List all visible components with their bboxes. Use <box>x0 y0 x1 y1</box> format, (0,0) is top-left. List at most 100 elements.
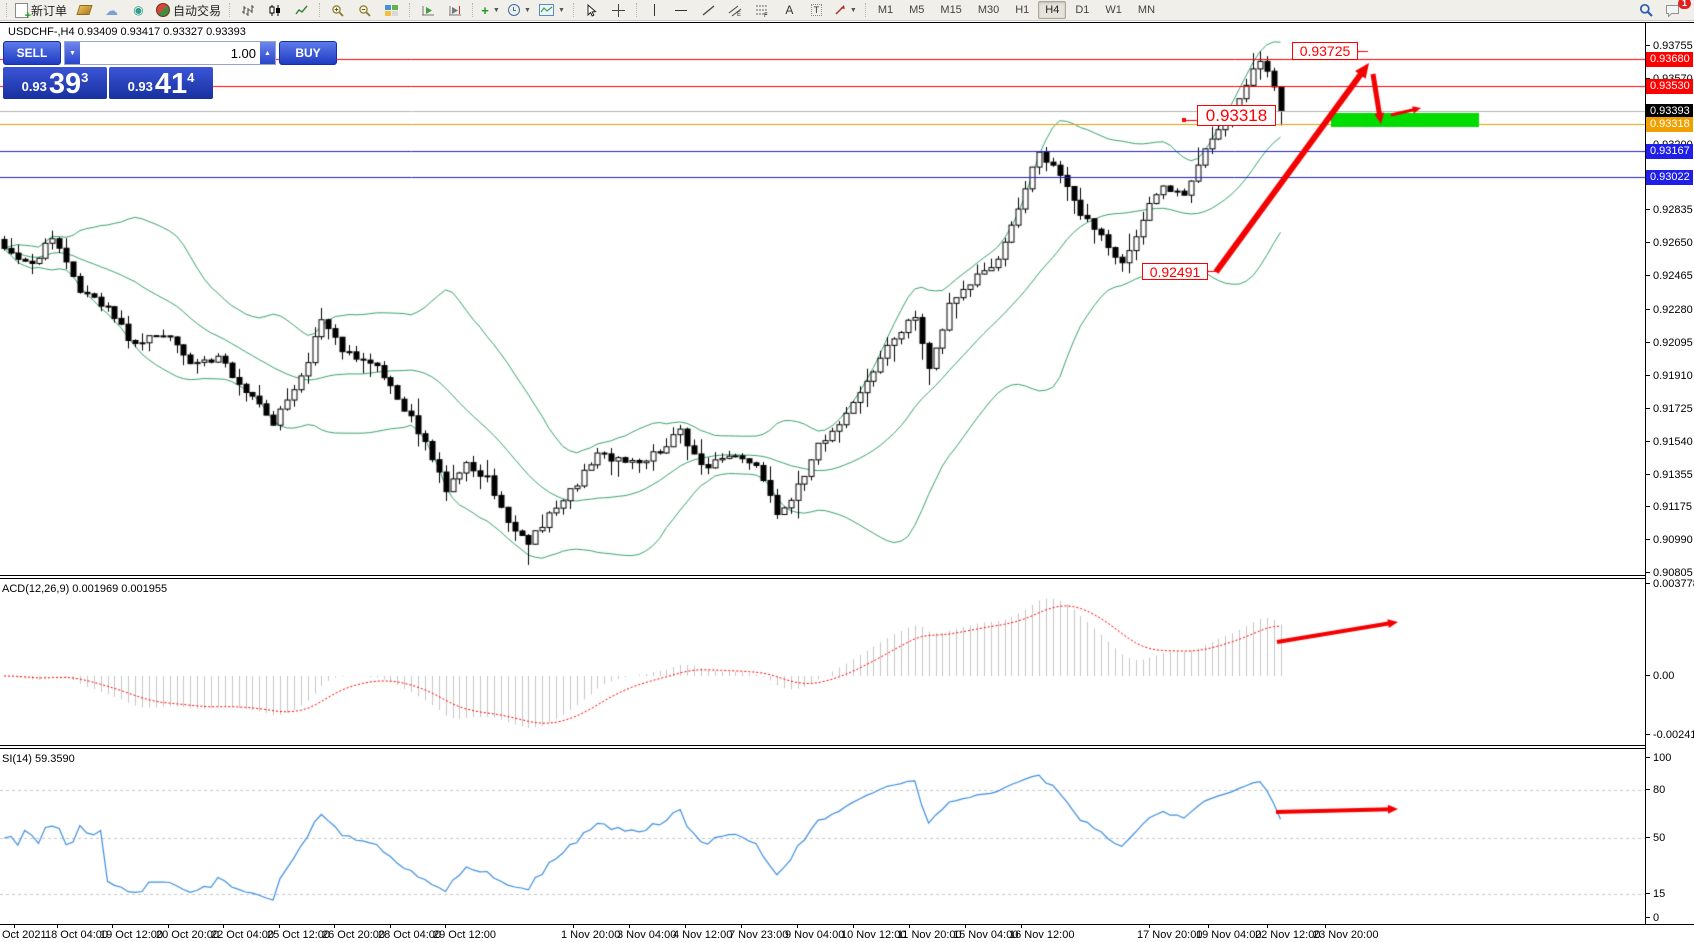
vertical-line-tool-button[interactable] <box>641 1 668 20</box>
pane-separator[interactable] <box>0 745 1645 749</box>
indicator-axis-tick: -0.002419 <box>1646 729 1694 741</box>
time-axis-label: 19 Nov 04:00 <box>1196 929 1262 941</box>
price-axis-tick: 0.92280 <box>1646 304 1693 316</box>
styles-button[interactable] <box>71 1 98 20</box>
time-axis-tick <box>334 925 335 928</box>
line-chart-button[interactable] <box>288 1 315 20</box>
autotrade-label: 自动交易 <box>173 3 222 18</box>
timeframe-H4[interactable]: H4 <box>1038 1 1067 19</box>
notification-count-badge: 1 <box>1678 0 1691 9</box>
notifications-button[interactable]: 1 <box>1659 0 1691 20</box>
crosshair-tool-button[interactable] <box>605 1 632 20</box>
template-button[interactable]: ▼ <box>535 1 569 20</box>
signals-button[interactable]: ◉ <box>125 1 152 20</box>
time-axis-label: 29 Oct 12:00 <box>433 929 496 941</box>
buy-button[interactable]: BUY <box>279 41 337 65</box>
sell-price-display[interactable]: 0.93 39 3 <box>3 67 107 99</box>
time-axis-tick <box>965 925 966 928</box>
cursor-icon <box>587 3 598 17</box>
timeframe-W1[interactable]: W1 <box>1105 4 1122 16</box>
horizontal-line-tool-button[interactable] <box>668 1 695 20</box>
tile-windows-button[interactable] <box>378 1 405 20</box>
trendline-tool-button[interactable] <box>695 1 722 20</box>
horizontal-line-icon <box>675 9 688 11</box>
rsi-pane-canvas[interactable] <box>0 749 1646 924</box>
text-label-tool-button[interactable]: T <box>803 1 830 20</box>
autotrade-button[interactable]: 自动交易 <box>152 1 225 20</box>
timeframe-H1[interactable]: H1 <box>1015 4 1030 16</box>
time-axis-label: 10 Nov 12:00 <box>841 929 907 941</box>
macd-pane-canvas[interactable] <box>0 579 1646 745</box>
time-axis-label: 16 Nov 12:00 <box>1009 929 1075 941</box>
timeframe-MN[interactable]: MN <box>1137 4 1156 16</box>
candlestick-chart-button[interactable] <box>261 1 288 20</box>
time-axis-tick <box>14 925 15 928</box>
chevron-down-icon: ▼ <box>492 6 500 14</box>
auto-scroll-button[interactable] <box>414 1 441 20</box>
volume-input[interactable] <box>80 42 260 64</box>
time-axis-label: 1 Nov 20:00 <box>561 929 621 941</box>
search-button[interactable] <box>1632 1 1659 20</box>
price-axis-tick: 0.91540 <box>1646 436 1693 448</box>
price-chart-canvas[interactable] <box>0 23 1646 575</box>
main-toolbar: 新订单 ☁ ◉ 自动交易 +▼ ▼ ▼ <box>0 0 1694 22</box>
sell-button[interactable]: SELL <box>3 41 61 65</box>
tile-windows-icon <box>385 4 399 16</box>
time-axis-tick <box>1267 925 1268 928</box>
bar-chart-button[interactable] <box>234 1 261 20</box>
price-axis-tick: 0.90805 <box>1646 567 1693 579</box>
cursor-tool-button[interactable] <box>578 1 605 20</box>
price-annotation[interactable]: 0.93725 <box>1292 42 1358 60</box>
price-axis-tick: 0.91910 <box>1646 370 1693 382</box>
fibonacci-tool-button[interactable]: F <box>749 1 776 20</box>
period-button[interactable]: ▼ <box>504 1 535 20</box>
chart-window-border <box>0 22 1694 23</box>
add-indicator-button[interactable]: + ▼ <box>477 1 504 20</box>
svg-text:F: F <box>764 13 768 17</box>
timeframe-M1[interactable]: M1 <box>877 4 894 16</box>
time-axis-label: 25 Oct 12:00 <box>267 929 330 941</box>
spin-up-icon: ▲ <box>264 49 271 57</box>
toolbar-separator <box>409 3 411 17</box>
new-order-button[interactable]: 新订单 <box>11 1 71 22</box>
sell-price-pipette: 3 <box>81 70 89 85</box>
time-axis-tick <box>573 925 574 928</box>
clock-icon <box>508 4 521 16</box>
price-annotation[interactable]: 0.92491 <box>1142 263 1208 280</box>
time-axis-tick <box>279 925 280 928</box>
time-axis[interactable]: Oct 2021 18 Oct 04:00 19 Oct 12:00 20 Oct 2… <box>0 925 1694 942</box>
chart-shift-button[interactable] <box>441 1 468 20</box>
timeframe-D1[interactable]: D1 <box>1075 4 1090 16</box>
zoom-in-button[interactable] <box>324 1 351 20</box>
new-order-icon <box>15 2 31 22</box>
spin-down-icon: ▼ <box>69 49 76 57</box>
arrows-tool-button[interactable]: ▼ <box>830 1 861 20</box>
market-watch-button[interactable]: ☁ <box>98 1 125 20</box>
price-annotation[interactable]: 0.93318 <box>1197 105 1276 126</box>
timeframe-M15[interactable]: M15 <box>940 4 962 16</box>
price-line-badge: 0.93022 <box>1646 169 1693 185</box>
zoom-out-button[interactable] <box>351 1 378 20</box>
timeframe-M30[interactable]: M30 <box>977 4 1000 16</box>
price-axis-tick: 0.92835 <box>1646 204 1693 216</box>
time-axis-tick <box>909 925 910 928</box>
toolbar-separator <box>229 3 231 17</box>
volume-increase-button[interactable]: ▲ <box>260 42 275 64</box>
time-axis-tick <box>797 925 798 928</box>
text-tool-button[interactable]: A <box>776 1 803 20</box>
timeframe-M5[interactable]: M5 <box>909 4 925 16</box>
chart-shift-icon <box>448 5 461 15</box>
price-axis-tick: 0.91175 <box>1646 501 1692 513</box>
price-axis-tick: 0.90990 <box>1646 534 1693 546</box>
channel-tool-button[interactable]: E <box>722 1 749 20</box>
volume-decrease-button[interactable]: ▼ <box>65 42 80 64</box>
toolbar-separator <box>635 3 637 17</box>
time-axis-label: 18 Oct 04:00 <box>45 929 108 941</box>
pane-separator[interactable] <box>0 575 1645 579</box>
time-axis-tick <box>1149 925 1150 928</box>
bar-chart-icon <box>242 4 255 16</box>
sell-price-big: 39 <box>48 68 82 100</box>
buy-price-display[interactable]: 0.93 41 4 <box>109 67 213 99</box>
time-axis-label: 23 Nov 20:00 <box>1313 929 1379 941</box>
